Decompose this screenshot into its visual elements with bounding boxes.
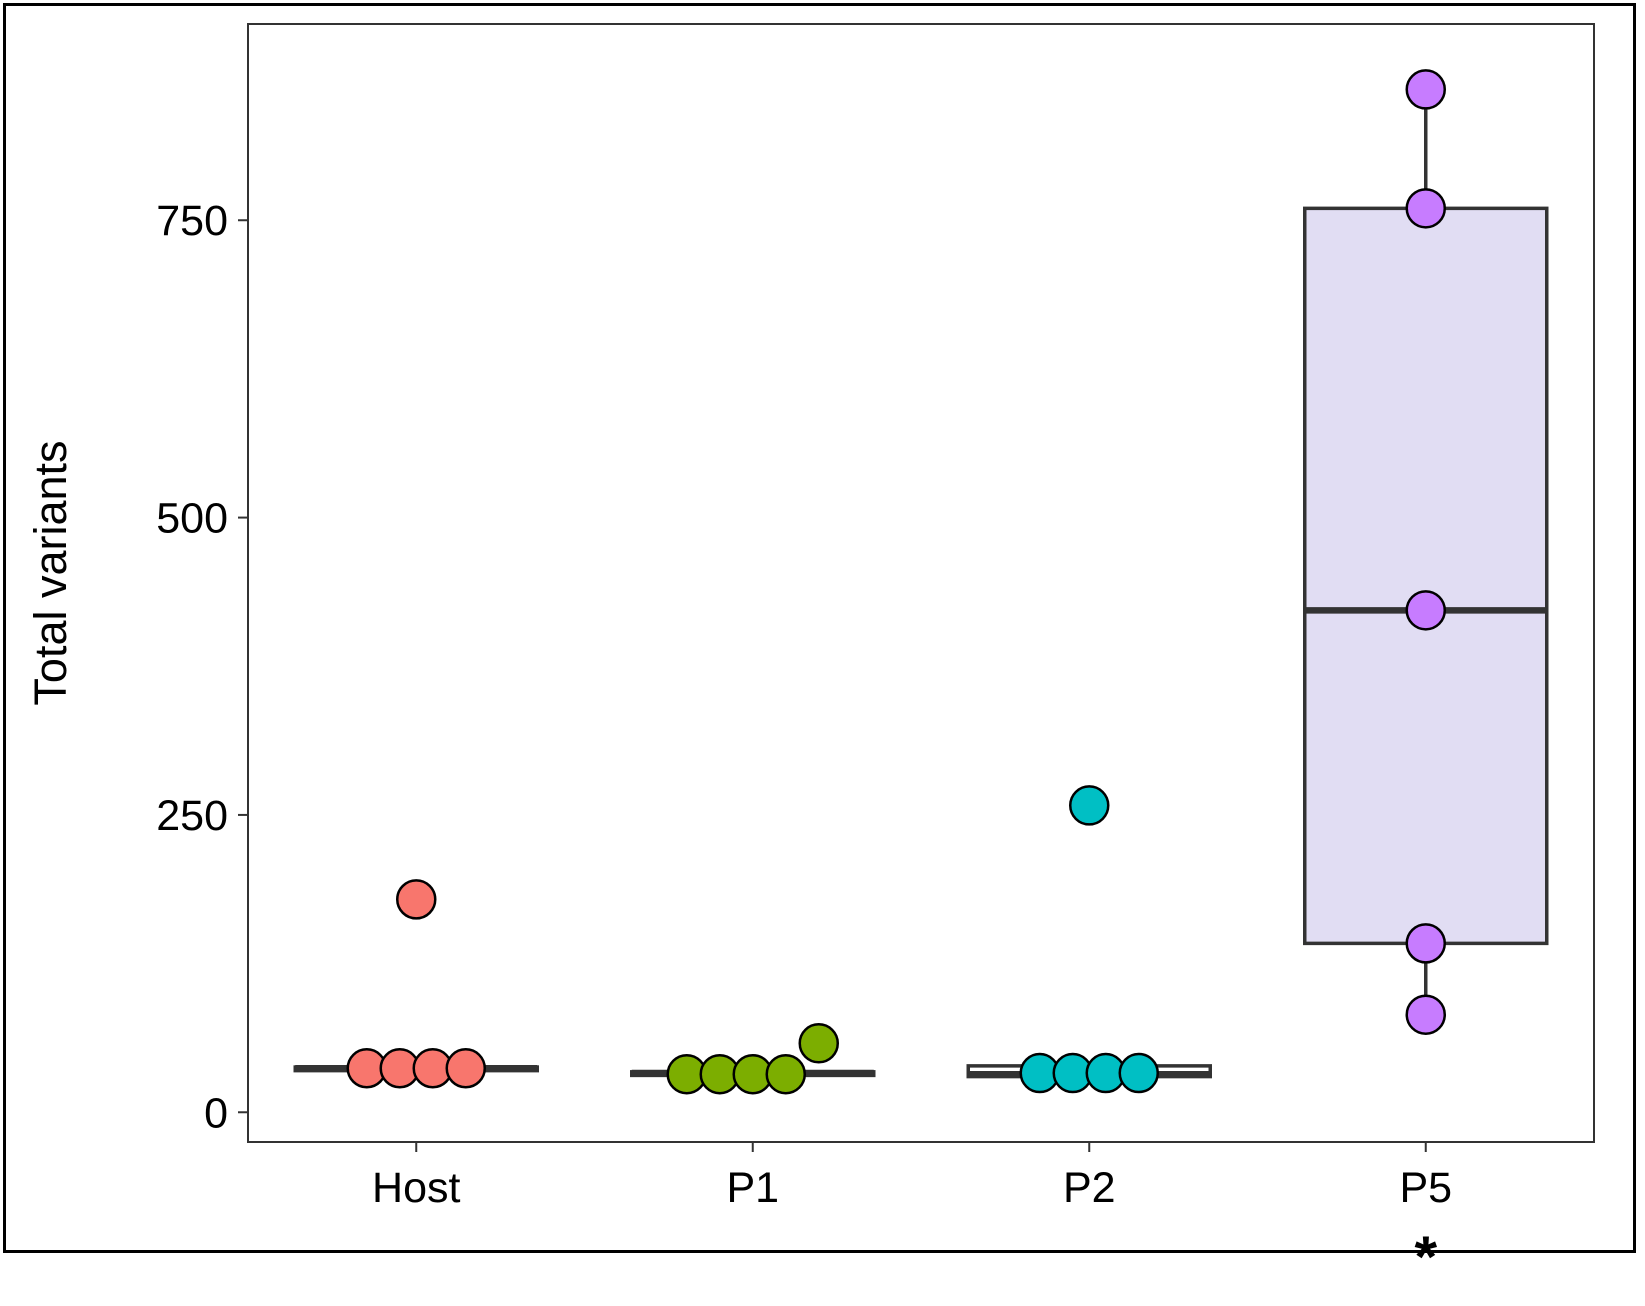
box-p5[interactable] [1303, 206, 1549, 946]
data-point[interactable] [1405, 923, 1446, 964]
y-tick-label: 500 [156, 495, 228, 543]
x-tick-label: P1 [726, 1164, 779, 1212]
x-tick-label: P2 [1063, 1164, 1116, 1212]
data-point[interactable] [1405, 994, 1446, 1035]
y-tick-label: 250 [156, 792, 228, 840]
plot-layer: 0 250 500 750 Host P1 P2 P5 * [156, 23, 1595, 1290]
significance-marker: * [1414, 1225, 1437, 1290]
figure-frame [3, 3, 1636, 1253]
data-point[interactable] [1069, 785, 1110, 826]
y-tick-label: 0 [204, 1089, 228, 1137]
data-point[interactable] [1118, 1052, 1159, 1094]
data-point[interactable] [445, 1048, 486, 1089]
data-point[interactable] [1405, 590, 1446, 631]
x-tick-label: Host [372, 1164, 460, 1212]
x-tick-label: P5 [1399, 1164, 1452, 1212]
data-point[interactable] [765, 1053, 806, 1095]
data-point[interactable] [1405, 69, 1446, 110]
data-point[interactable] [1405, 188, 1446, 229]
data-point[interactable] [396, 879, 437, 920]
y-tick-label: 750 [156, 197, 228, 245]
plot-panel-border [247, 23, 1595, 1143]
data-point[interactable] [798, 1023, 839, 1064]
y-axis-title: Total variants [25, 440, 76, 705]
